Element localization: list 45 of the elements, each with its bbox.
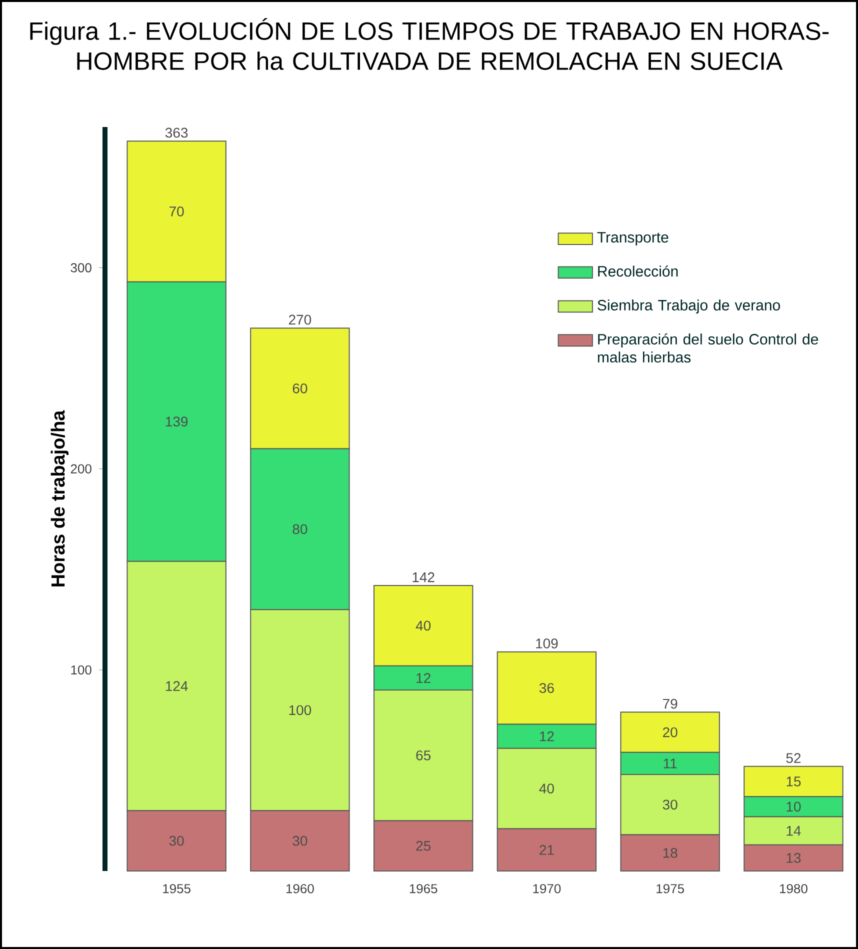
x-tick-label: 1980 bbox=[780, 884, 808, 894]
total-label: 52 bbox=[786, 753, 801, 764]
data-label: 12 bbox=[540, 731, 554, 742]
data-label: 60 bbox=[292, 383, 308, 394]
data-label: 30 bbox=[169, 836, 184, 846]
x-tick-label: 1970 bbox=[533, 884, 561, 894]
data-label: 25 bbox=[416, 840, 431, 851]
data-label: 12 bbox=[416, 673, 430, 683]
data-label: 11 bbox=[664, 758, 677, 768]
data-label: 18 bbox=[663, 848, 678, 858]
y-axis-title: Horas de trabajo/ha bbox=[50, 410, 69, 586]
y-tick-label: 300 bbox=[70, 263, 92, 272]
data-label: 36 bbox=[539, 683, 554, 693]
y-tick-label: 200 bbox=[70, 464, 92, 474]
legend-label: Siembra Trabajo de verano bbox=[598, 300, 780, 314]
data-label: 70 bbox=[170, 206, 184, 216]
data-label: 30 bbox=[662, 800, 678, 810]
x-tick-label: 1965 bbox=[410, 884, 438, 894]
total-label: 142 bbox=[412, 572, 434, 582]
data-label: 30 bbox=[292, 836, 308, 846]
data-label: 10 bbox=[786, 802, 801, 812]
legend-label: Transporte bbox=[597, 232, 668, 246]
y-tick-label: 100 bbox=[71, 665, 92, 675]
data-label: 21 bbox=[540, 845, 554, 855]
total-label: 363 bbox=[165, 128, 188, 138]
data-label: 40 bbox=[539, 784, 554, 794]
data-label: 14 bbox=[786, 826, 801, 836]
legend-label: Recolección bbox=[598, 265, 678, 277]
x-tick-label: 1960 bbox=[286, 884, 314, 894]
data-label: 80 bbox=[292, 524, 308, 534]
chart-title: Figura 1.- EVOLUCIÓN DE LOS TIEMPOS DE TRABAJO EN HORAS-HOMBRE POR ha CULTIVADA DE REMOLACHA EN SUECIA bbox=[30, 18, 829, 70]
data-label: 124 bbox=[166, 681, 188, 691]
data-label: 100 bbox=[289, 705, 312, 716]
x-tick-label: 1975 bbox=[656, 884, 684, 894]
total-label: 270 bbox=[288, 314, 312, 325]
data-label: 139 bbox=[166, 416, 188, 427]
data-label: 65 bbox=[416, 750, 431, 760]
data-label: 15 bbox=[786, 776, 801, 786]
data-label: 20 bbox=[663, 727, 678, 738]
x-tick-label: 1955 bbox=[163, 884, 190, 894]
total-label: 109 bbox=[536, 638, 558, 648]
total-label: 79 bbox=[663, 698, 678, 709]
data-label: 40 bbox=[416, 620, 431, 631]
legend-label: Preparación del suelo Control de malas hierbas bbox=[598, 333, 818, 363]
data-label: 13 bbox=[786, 852, 801, 863]
